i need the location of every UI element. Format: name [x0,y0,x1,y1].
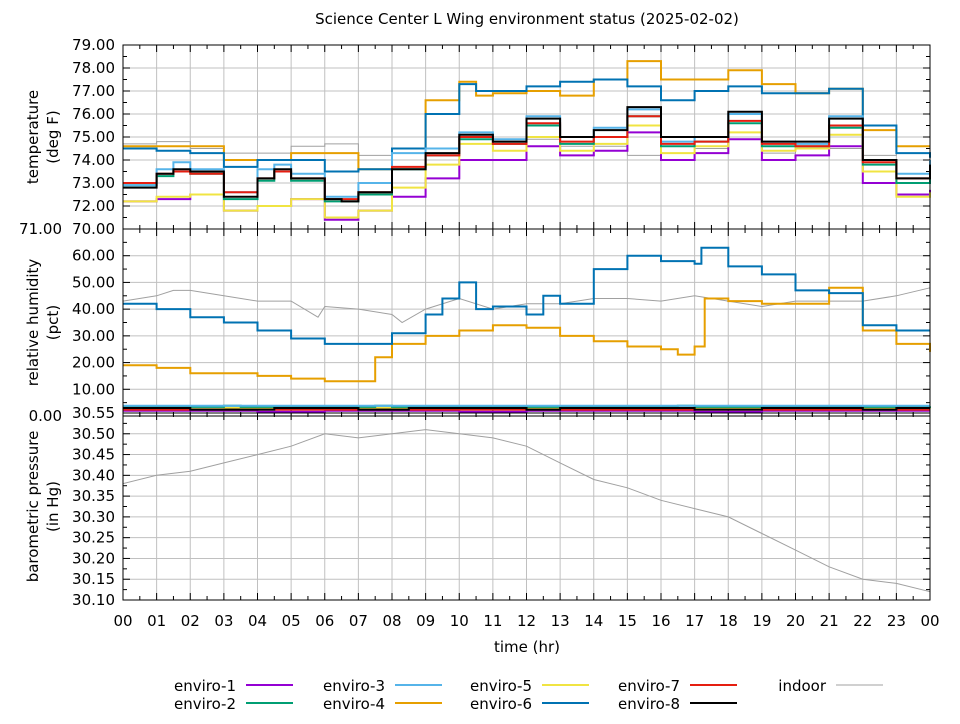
legend-label: enviro-3 [323,677,385,695]
x-tick-label: 06 [315,612,334,630]
series-line-enviro-8 [123,106,931,203]
y-tick-label: 20.00 [72,354,115,372]
y-tick-label: 30.10 [72,591,115,609]
legend-item-enviro-6: enviro-6 [470,695,589,713]
y-axis-label: relative humidity [24,259,42,387]
y-tick-label: 30.45 [72,446,115,464]
legend-label: enviro-5 [470,677,532,695]
x-tick-label: 00 [113,612,132,630]
y-axis-label: temperature [24,90,42,184]
y-tick-label: 30.35 [72,487,115,505]
y-tick-label: 71.00 [19,220,62,238]
pressure-panel: 30.10 30.15 30.20 30.25 30.30 30.35 30.40 30.45… [24,404,940,656]
x-tick-label: 19 [752,612,771,630]
x-tick-label: 11 [483,612,502,630]
legend-item-indoor: indoor [778,677,883,695]
legend-label: enviro-4 [323,695,385,713]
y-tick-label: 79.00 [72,36,115,54]
x-tick-label: 16 [651,612,670,630]
series-line-enviro-6 [123,246,930,345]
x-tick-label: 01 [147,612,166,630]
legend-item-enviro-4: enviro-4 [323,695,442,713]
x-tick-label: 20 [786,612,805,630]
y-axis-label: barometric pressure [24,431,42,583]
y-tick-label: 0.00 [29,407,62,425]
legend-item-enviro-1: enviro-1 [174,677,293,695]
plot-frame [122,412,931,601]
legend-label: enviro-2 [174,695,236,713]
y-axis-label: (in Hg) [44,481,62,532]
series-line-enviro-4 [123,286,931,383]
y-axis-label: (pct) [44,305,62,340]
y-tick-label: 30.20 [72,549,115,567]
y-tick-label: 30.40 [72,466,115,484]
x-tick-label: 09 [416,612,435,630]
x-tick-label: 14 [584,612,603,630]
series-line-enviro-7 [123,115,931,201]
y-tick-label: 50.00 [72,273,115,291]
y-tick-label: 75.00 [72,128,115,146]
x-tick-label: 07 [349,612,368,630]
y-tick-label: 30.50 [72,425,115,443]
x-tick-label: 23 [887,612,906,630]
y-tick-label: 30.30 [72,508,115,526]
x-tick-label: 02 [181,612,200,630]
y-tick-label: 70.00 [72,220,115,238]
legend-item-enviro-5: enviro-5 [470,677,589,695]
x-tick-label: 17 [685,612,704,630]
x-tick-label: 10 [450,612,469,630]
x-tick-label: 15 [618,612,637,630]
legend-label: enviro-1 [174,677,236,695]
series-line-enviro-6 [123,78,931,173]
legend-label: enviro-8 [618,695,680,713]
y-axis-label: (deg F) [44,110,62,163]
x-axis-label: time (hr) [494,638,560,656]
x-tick-label: 12 [517,612,536,630]
humidity-panel: 0.00 10.00 20.00 30.00 40.00 50.00 60.00 70.00 r… [24,220,931,425]
x-tick-label: 04 [248,612,267,630]
x-tick-label: 18 [719,612,738,630]
y-tick-label: 76.00 [72,105,115,123]
x-tick-label: 22 [853,612,872,630]
series-line-enviro-1 [123,409,930,413]
x-tick-label: 08 [382,612,401,630]
legend-label: enviro-6 [470,695,532,713]
y-tick-label: 30.25 [72,529,115,547]
temperature-panel: 71.00 72.00 73.00 74.00 75.00 76.00 77.00 78.00… [19,36,931,238]
y-tick-label: 10.00 [72,380,115,398]
x-tick-label: 21 [820,612,839,630]
series-line-enviro-8 [123,407,930,411]
legend-item-enviro-2: enviro-2 [174,695,293,713]
y-tick-label: 30.00 [72,327,115,345]
y-tick-label: 30.55 [72,404,115,422]
y-tick-label: 60.00 [72,247,115,265]
x-tick-label: 13 [551,612,570,630]
y-tick-label: 73.00 [72,174,115,192]
y-tick-label: 77.00 [72,82,115,100]
x-tick-label: 00 [920,612,939,630]
chart-title: Science Center L Wing environment status… [315,10,739,28]
y-tick-label: 30.15 [72,570,115,588]
x-tick-label: 03 [214,612,233,630]
legend-label: indoor [778,677,827,695]
legend-item-enviro-8: enviro-8 [618,695,737,713]
y-tick-label: 74.00 [72,151,115,169]
y-tick-label: 78.00 [72,59,115,77]
y-tick-label: 72.00 [72,197,115,215]
legend-label: enviro-7 [618,677,680,695]
legend-item-enviro-3: enviro-3 [323,677,442,695]
x-tick-label: 05 [282,612,301,630]
series-line-indoor [122,429,931,593]
y-tick-label: 40.00 [72,300,115,318]
legend-item-enviro-7: enviro-7 [618,677,737,695]
